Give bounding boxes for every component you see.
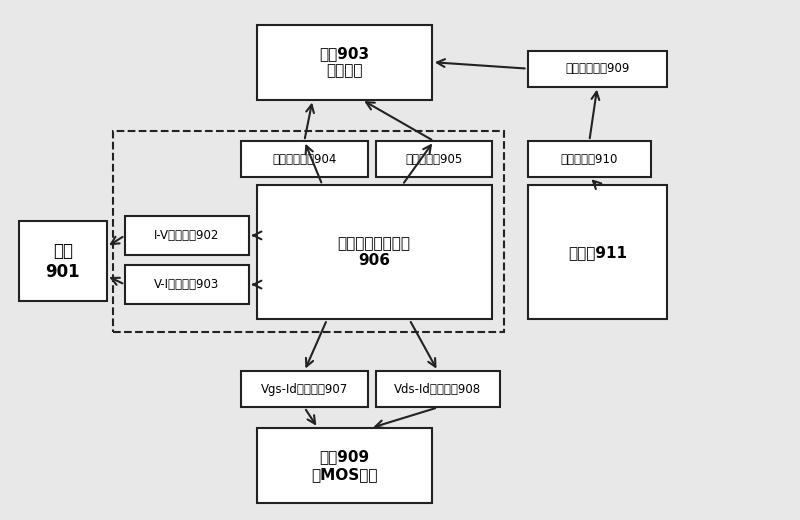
Bar bbox=[527, 50, 667, 87]
Text: 脉冲发生器905: 脉冲发生器905 bbox=[406, 153, 462, 166]
Bar bbox=[257, 428, 432, 503]
Text: I-V扫描模块902: I-V扫描模块902 bbox=[154, 229, 219, 242]
Bar bbox=[376, 141, 492, 177]
Bar bbox=[19, 221, 106, 302]
Text: 电阻测量模块904: 电阻测量模块904 bbox=[272, 153, 337, 166]
Text: 阵列903
（单元）: 阵列903 （单元） bbox=[319, 46, 370, 79]
Bar bbox=[257, 185, 492, 319]
Text: 计算机911: 计算机911 bbox=[568, 245, 627, 260]
Bar bbox=[241, 141, 368, 177]
Text: Vds-Id测量模块908: Vds-Id测量模块908 bbox=[394, 383, 482, 396]
Text: 半导体特性测试仪
906: 半导体特性测试仪 906 bbox=[338, 236, 410, 268]
Bar bbox=[241, 371, 368, 407]
Text: 迭通控制模块909: 迭通控制模块909 bbox=[565, 62, 630, 75]
Bar bbox=[257, 24, 432, 100]
Text: Vgs-Id测量模块907: Vgs-Id测量模块907 bbox=[261, 383, 348, 396]
Text: 单元
901: 单元 901 bbox=[46, 242, 80, 281]
Text: 数据采集卡910: 数据采集卡910 bbox=[561, 153, 618, 166]
Bar bbox=[527, 185, 667, 319]
Text: V-I扫描模块903: V-I扫描模块903 bbox=[154, 278, 219, 291]
Bar bbox=[376, 371, 500, 407]
Bar bbox=[125, 216, 249, 255]
Text: 阵列909
（MOS管）: 阵列909 （MOS管） bbox=[311, 449, 378, 482]
Bar bbox=[527, 141, 651, 177]
Bar bbox=[125, 265, 249, 304]
Bar bbox=[113, 131, 504, 332]
